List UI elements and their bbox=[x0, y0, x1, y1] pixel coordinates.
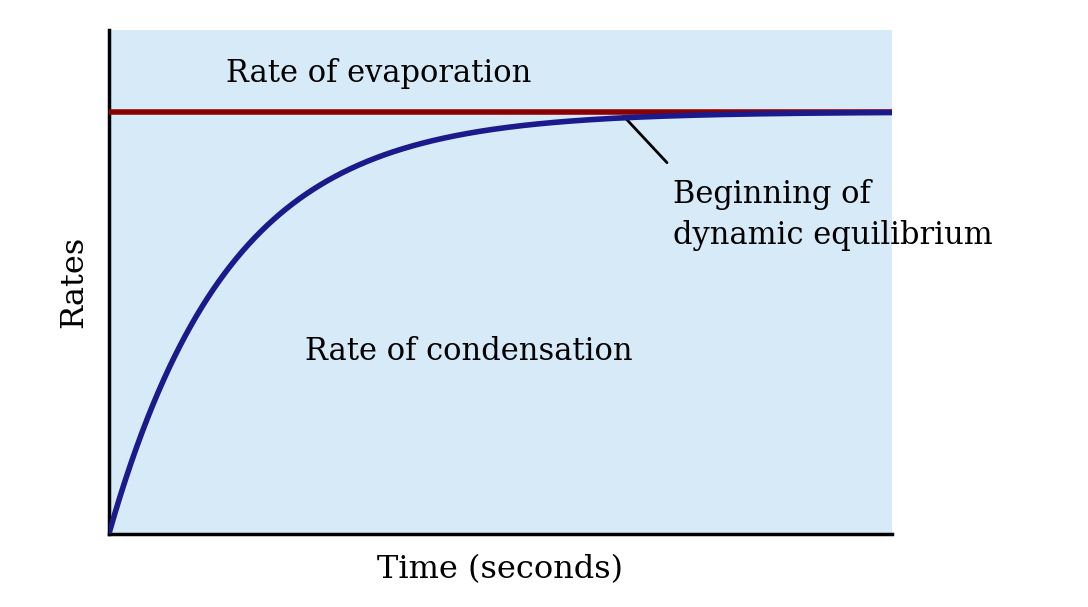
X-axis label: Time (seconds): Time (seconds) bbox=[378, 554, 623, 585]
Text: Beginning of
dynamic equilibrium: Beginning of dynamic equilibrium bbox=[672, 179, 992, 251]
Y-axis label: Rates: Rates bbox=[59, 236, 89, 328]
Text: Rate of evaporation: Rate of evaporation bbox=[226, 58, 532, 89]
Text: Rate of condensation: Rate of condensation bbox=[305, 336, 632, 367]
